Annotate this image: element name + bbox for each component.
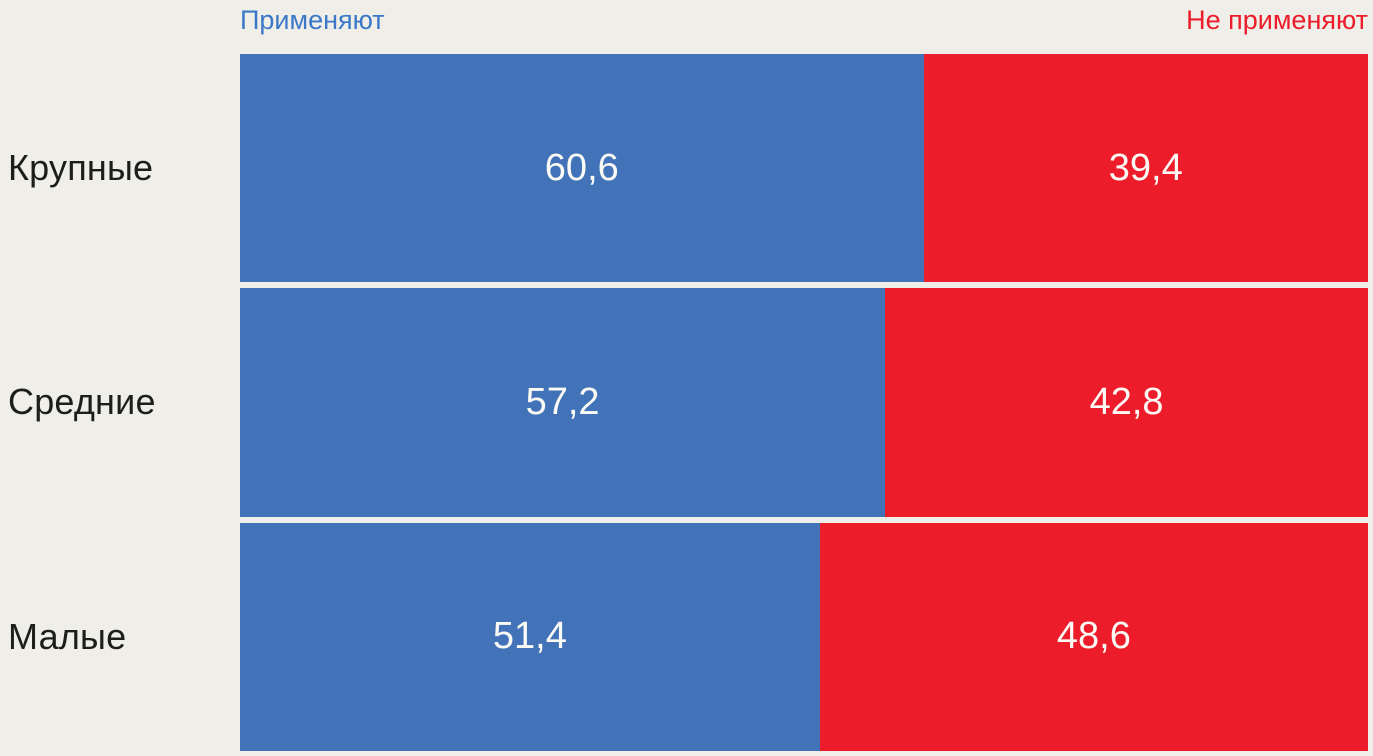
bar-segment-apply: 57,2 xyxy=(240,288,886,517)
stacked-bar-small: 51,4 48,6 xyxy=(240,522,1368,751)
bar-segment-not-apply: 39,4 xyxy=(923,54,1368,283)
value-label-apply: 51,4 xyxy=(492,615,567,658)
value-label-apply: 57,2 xyxy=(525,380,600,423)
category-label-medium: Средние xyxy=(8,381,156,423)
stacked-bar-medium: 57,2 42,8 xyxy=(240,288,1368,517)
legend-apply-label: Применяют xyxy=(240,5,385,35)
bar-row-medium: Средние 57,2 42,8 xyxy=(0,288,1373,517)
bar-segment-apply: 60,6 xyxy=(240,54,924,283)
bar-row-large: Крупные 60,6 39,4 xyxy=(0,54,1373,283)
value-label-apply: 60,6 xyxy=(544,146,619,189)
category-label-large: Крупные xyxy=(8,147,154,189)
bar-segment-not-apply: 48,6 xyxy=(819,522,1368,751)
chart-legend: Применяют Не применяют xyxy=(240,0,1368,54)
chart-plot-area: Крупные 60,6 39,4 Средние 57,2 42,8 xyxy=(0,54,1373,751)
category-label-small: Малые xyxy=(8,615,127,657)
value-label-not-apply: 39,4 xyxy=(1108,146,1183,189)
value-label-not-apply: 48,6 xyxy=(1056,615,1131,658)
value-label-not-apply: 42,8 xyxy=(1089,380,1164,423)
bar-row-small: Малые 51,4 48,6 xyxy=(0,522,1373,751)
bar-segment-not-apply: 42,8 xyxy=(885,288,1368,517)
legend-not-apply-label: Не применяют xyxy=(1186,5,1368,35)
bar-segment-apply: 51,4 xyxy=(240,522,820,751)
stacked-bar-large: 60,6 39,4 xyxy=(240,54,1368,283)
